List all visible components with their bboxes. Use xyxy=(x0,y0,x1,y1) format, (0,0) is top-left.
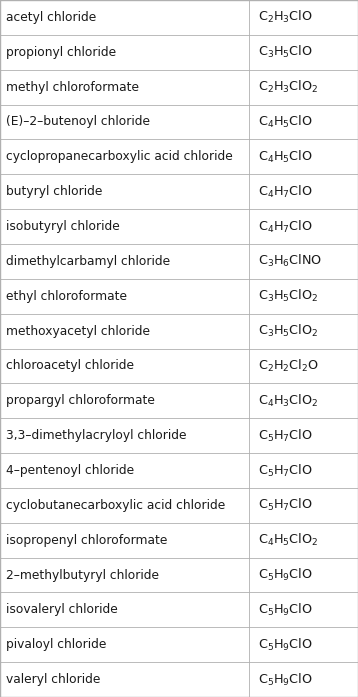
Text: pivaloyl chloride: pivaloyl chloride xyxy=(6,638,107,651)
Text: $\mathregular{C}_{5}\mathregular{H}_{7}\mathregular{ClO}$: $\mathregular{C}_{5}\mathregular{H}_{7}\… xyxy=(258,427,313,444)
Text: $\mathregular{C}_{2}\mathregular{H}_{3}\mathregular{ClO}_{2}$: $\mathregular{C}_{2}\mathregular{H}_{3}\… xyxy=(258,79,318,95)
Text: $\mathregular{C}_{5}\mathregular{H}_{9}\mathregular{ClO}$: $\mathregular{C}_{5}\mathregular{H}_{9}\… xyxy=(258,671,313,688)
Text: methyl chloroformate: methyl chloroformate xyxy=(6,81,140,93)
Text: butyryl chloride: butyryl chloride xyxy=(6,185,103,198)
Text: $\mathregular{C}_{4}\mathregular{H}_{5}\mathregular{ClO}_{2}$: $\mathregular{C}_{4}\mathregular{H}_{5}\… xyxy=(258,532,318,549)
Text: isopropenyl chloroformate: isopropenyl chloroformate xyxy=(6,534,168,546)
Text: $\mathregular{C}_{3}\mathregular{H}_{5}\mathregular{ClO}_{2}$: $\mathregular{C}_{3}\mathregular{H}_{5}\… xyxy=(258,323,318,339)
Text: $\mathregular{C}_{3}\mathregular{H}_{5}\mathregular{ClO}$: $\mathregular{C}_{3}\mathregular{H}_{5}\… xyxy=(258,44,313,61)
Text: $\mathregular{C}_{4}\mathregular{H}_{7}\mathregular{ClO}$: $\mathregular{C}_{4}\mathregular{H}_{7}\… xyxy=(258,218,313,235)
Text: cyclopropanecarboxylic acid chloride: cyclopropanecarboxylic acid chloride xyxy=(6,151,233,163)
Text: $\mathregular{C}_{5}\mathregular{H}_{7}\mathregular{ClO}$: $\mathregular{C}_{5}\mathregular{H}_{7}\… xyxy=(258,462,313,479)
Text: $\mathregular{C}_{5}\mathregular{H}_{9}\mathregular{ClO}$: $\mathregular{C}_{5}\mathregular{H}_{9}\… xyxy=(258,567,313,583)
Text: ethyl chloroformate: ethyl chloroformate xyxy=(6,290,127,302)
Text: methoxyacetyl chloride: methoxyacetyl chloride xyxy=(6,325,150,337)
Text: $\mathregular{C}_{4}\mathregular{H}_{3}\mathregular{ClO}_{2}$: $\mathregular{C}_{4}\mathregular{H}_{3}\… xyxy=(258,392,318,409)
Text: propionyl chloride: propionyl chloride xyxy=(6,46,117,59)
Text: $\mathregular{C}_{2}\mathregular{H}_{3}\mathregular{ClO}$: $\mathregular{C}_{2}\mathregular{H}_{3}\… xyxy=(258,9,313,26)
Text: valeryl chloride: valeryl chloride xyxy=(6,673,101,686)
Text: dimethylcarbamyl chloride: dimethylcarbamyl chloride xyxy=(6,255,170,268)
Text: acetyl chloride: acetyl chloride xyxy=(6,11,97,24)
Text: $\mathregular{C}_{4}\mathregular{H}_{5}\mathregular{ClO}$: $\mathregular{C}_{4}\mathregular{H}_{5}\… xyxy=(258,114,313,130)
Text: $\mathregular{C}_{3}\mathregular{H}_{5}\mathregular{ClO}_{2}$: $\mathregular{C}_{3}\mathregular{H}_{5}\… xyxy=(258,288,318,305)
Text: chloroacetyl chloride: chloroacetyl chloride xyxy=(6,360,135,372)
Text: isobutyryl chloride: isobutyryl chloride xyxy=(6,220,120,233)
Text: $\mathregular{C}_{3}\mathregular{H}_{6}\mathregular{ClNO}$: $\mathregular{C}_{3}\mathregular{H}_{6}\… xyxy=(258,253,322,270)
Text: $\mathregular{C}_{5}\mathregular{H}_{9}\mathregular{ClO}$: $\mathregular{C}_{5}\mathregular{H}_{9}\… xyxy=(258,602,313,618)
Text: $\mathregular{C}_{5}\mathregular{H}_{9}\mathregular{ClO}$: $\mathregular{C}_{5}\mathregular{H}_{9}\… xyxy=(258,636,313,653)
Text: isovaleryl chloride: isovaleryl chloride xyxy=(6,604,118,616)
Text: $\mathregular{C}_{5}\mathregular{H}_{7}\mathregular{ClO}$: $\mathregular{C}_{5}\mathregular{H}_{7}\… xyxy=(258,497,313,514)
Text: 2–methylbutyryl chloride: 2–methylbutyryl chloride xyxy=(6,569,159,581)
Text: propargyl chloroformate: propargyl chloroformate xyxy=(6,395,155,407)
Text: $\mathregular{C}_{2}\mathregular{H}_{2}\mathregular{Cl}_{2}\mathregular{O}$: $\mathregular{C}_{2}\mathregular{H}_{2}\… xyxy=(258,358,319,374)
Text: 4–pentenoyl chloride: 4–pentenoyl chloride xyxy=(6,464,135,477)
Text: 3,3–dimethylacryloyl chloride: 3,3–dimethylacryloyl chloride xyxy=(6,429,187,442)
Text: (E)–2–butenoyl chloride: (E)–2–butenoyl chloride xyxy=(6,116,150,128)
Text: cyclobutanecarboxylic acid chloride: cyclobutanecarboxylic acid chloride xyxy=(6,499,226,512)
Text: $\mathregular{C}_{4}\mathregular{H}_{5}\mathregular{ClO}$: $\mathregular{C}_{4}\mathregular{H}_{5}\… xyxy=(258,148,313,165)
Text: $\mathregular{C}_{4}\mathregular{H}_{7}\mathregular{ClO}$: $\mathregular{C}_{4}\mathregular{H}_{7}\… xyxy=(258,183,313,200)
